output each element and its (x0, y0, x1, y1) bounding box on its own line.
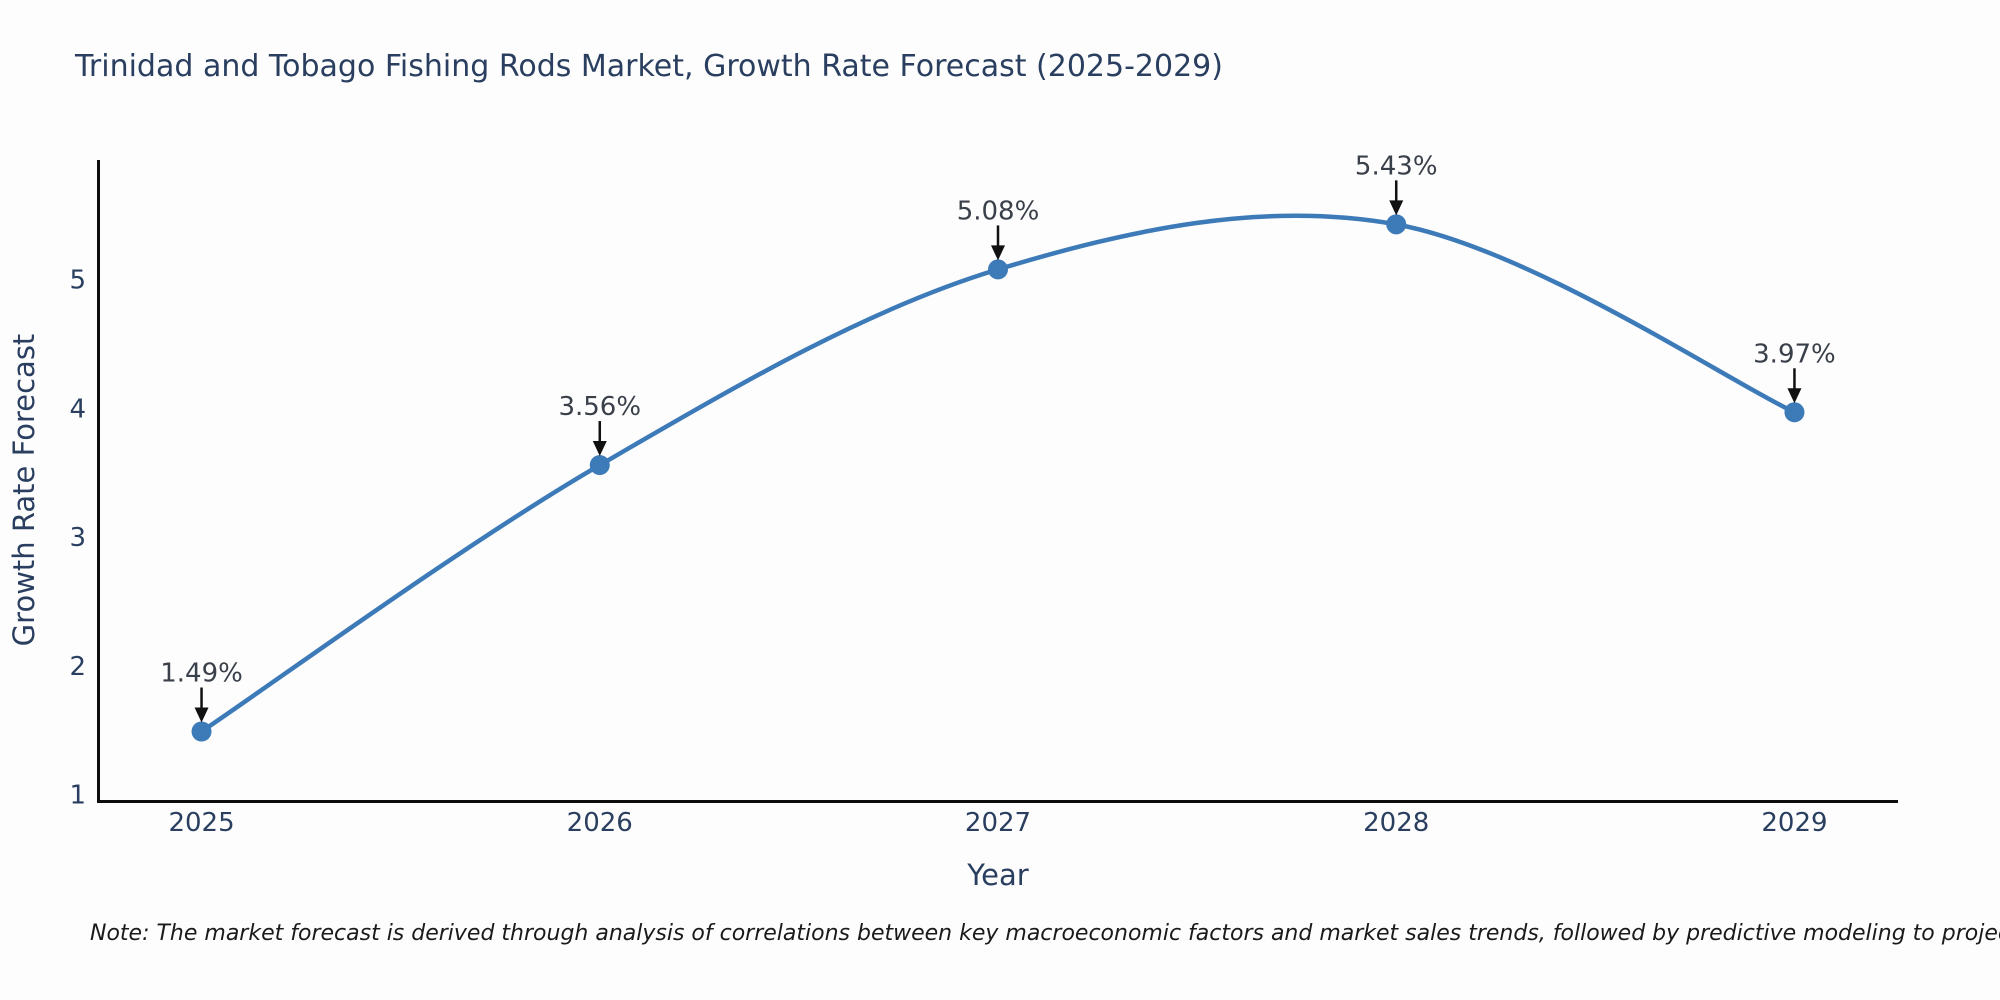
point-value-label: 1.49% (160, 658, 243, 688)
x-tick-label: 2027 (965, 808, 1031, 838)
data-point-marker[interactable] (1784, 402, 1805, 423)
data-point-marker[interactable] (191, 721, 212, 742)
y-tick-label: 3 (69, 523, 86, 553)
x-tick-label: 2028 (1363, 808, 1429, 838)
axis-lines (97, 160, 1898, 803)
data-point-marker[interactable] (1386, 214, 1407, 235)
annotation-arrowhead-icon (1787, 388, 1802, 404)
point-value-label: 3.97% (1753, 339, 1836, 369)
x-tick-label: 2029 (1761, 808, 1827, 838)
x-axis-title: Year (966, 858, 1028, 892)
y-tick-label: 5 (69, 266, 86, 296)
data-point-marker[interactable] (589, 455, 610, 476)
x-tick-label: 2026 (567, 808, 633, 838)
annotation-arrowhead-icon (194, 707, 209, 723)
point-value-label: 3.56% (558, 392, 641, 422)
x-tick-label: 2025 (168, 808, 234, 838)
data-point-marker[interactable] (988, 259, 1008, 280)
point-value-label: 5.08% (957, 196, 1040, 226)
annotation-arrowhead-icon (991, 245, 1005, 261)
forecast-line (199, 213, 1797, 734)
y-tick-label: 1 (69, 781, 86, 811)
y-tick-label: 4 (69, 394, 86, 424)
y-axis-title: Growth Rate Forecast (7, 334, 41, 647)
annotation-arrowhead-icon (592, 441, 607, 457)
y-tick-label: 2 (69, 652, 86, 682)
annotation-arrowhead-icon (1389, 200, 1404, 216)
chart-title: Trinidad and Tobago Fishing Rods Market,… (75, 49, 1223, 84)
point-value-label: 5.43% (1355, 151, 1438, 181)
footnote: Note: The market forecast is derived thr… (90, 921, 2000, 946)
